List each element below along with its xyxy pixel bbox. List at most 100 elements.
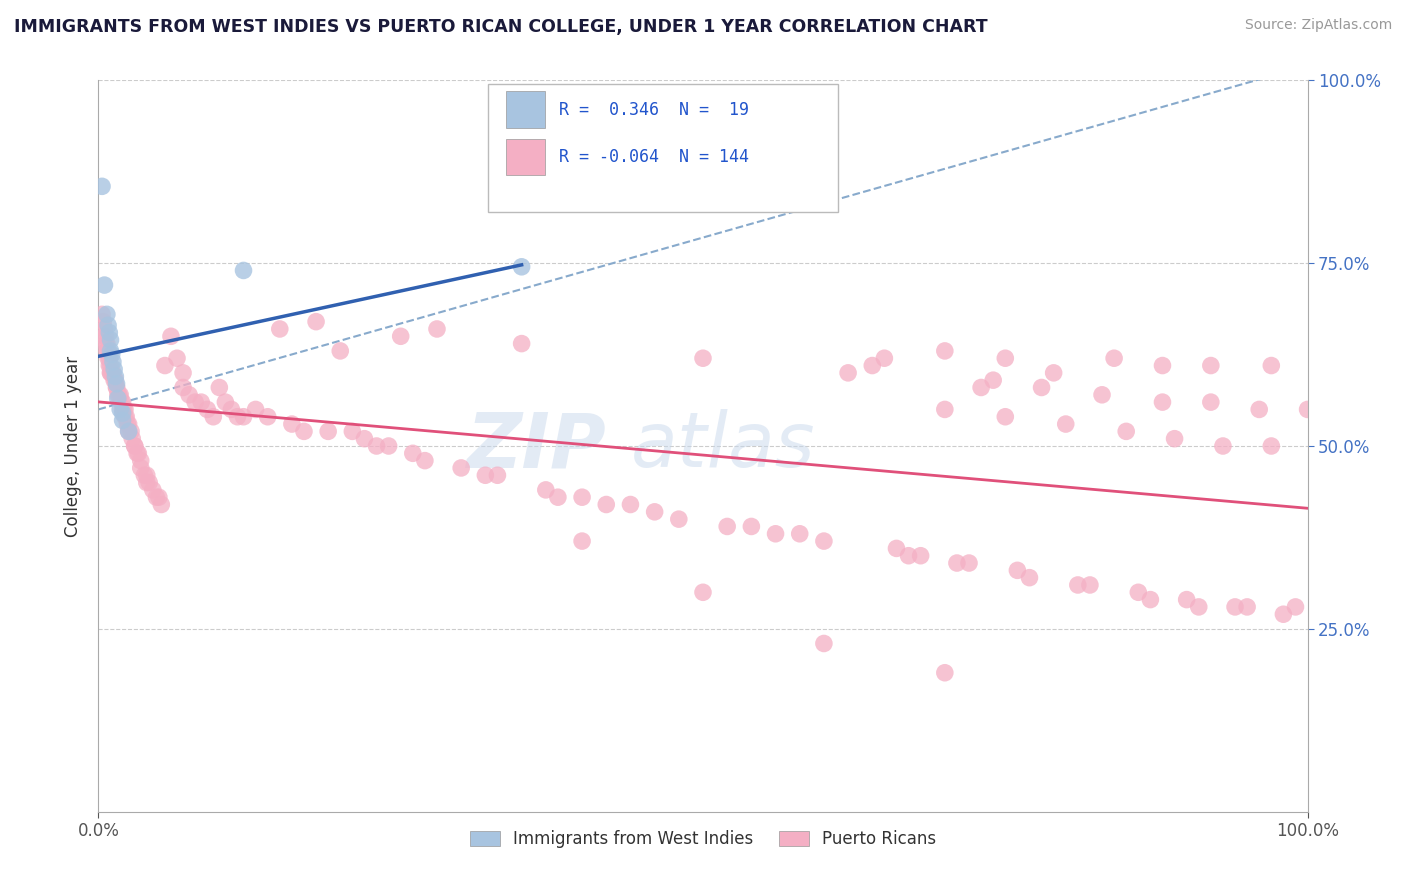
Point (765, 526, 787, 541)
Point (292, 425, 315, 439)
Point (269, 322, 291, 336)
Text: IMMIGRANTS FROM WEST INDIES VS PUERTO RICAN COLLEGE, UNDER 1 YEAR CORRELATION CH: IMMIGRANTS FROM WEST INDIES VS PUERTO RI… (14, 18, 987, 36)
Point (281, 417, 304, 431)
Point (98, 359, 121, 373)
Point (486, 468, 509, 483)
Point (873, 351, 896, 366)
Point (124, 439, 146, 453)
Point (232, 263, 254, 277)
Point (108, 402, 131, 417)
Point (93, 329, 115, 343)
Text: R = -0.064  N = 144: R = -0.064 N = 144 (560, 148, 749, 166)
Point (114, 402, 136, 417)
Point (108, 388, 131, 402)
Point (1223, 599, 1246, 614)
Point (716, 519, 738, 533)
Point (644, 505, 666, 519)
Point (934, 343, 956, 358)
Point (91, 315, 114, 329)
Text: R =  0.346  N =  19: R = 0.346 N = 19 (560, 101, 749, 119)
Point (111, 413, 134, 427)
Point (1188, 599, 1211, 614)
Point (105, 376, 128, 391)
Point (138, 475, 160, 490)
Point (103, 373, 125, 387)
Point (145, 490, 167, 504)
Point (1102, 351, 1125, 366)
Point (1260, 439, 1282, 453)
Point (98, 351, 121, 366)
Point (100, 366, 122, 380)
Point (135, 475, 157, 490)
Point (150, 498, 173, 512)
Point (120, 425, 142, 439)
Point (329, 343, 352, 358)
Point (179, 388, 201, 402)
Point (934, 665, 956, 680)
Point (1091, 388, 1114, 402)
Point (214, 395, 236, 409)
FancyBboxPatch shape (488, 84, 838, 212)
FancyBboxPatch shape (506, 139, 544, 176)
Point (402, 446, 425, 460)
Point (1078, 578, 1101, 592)
Point (1212, 439, 1234, 453)
Point (692, 351, 714, 366)
Point (107, 392, 129, 406)
Point (353, 432, 375, 446)
Point (100, 343, 122, 358)
Point (571, 534, 593, 549)
Point (226, 409, 249, 424)
Point (101, 355, 124, 369)
Point (160, 329, 183, 343)
Point (377, 439, 399, 453)
Point (547, 490, 569, 504)
Point (208, 380, 231, 394)
Point (166, 351, 188, 366)
Point (1054, 417, 1077, 431)
Legend: Immigrants from West Indies, Puerto Ricans: Immigrants from West Indies, Puerto Rica… (464, 823, 942, 855)
Point (105, 380, 128, 394)
Point (221, 402, 243, 417)
Point (93, 322, 115, 336)
Point (1042, 366, 1064, 380)
Point (153, 359, 176, 373)
Point (91, 307, 114, 321)
Point (910, 549, 932, 563)
Point (1284, 599, 1306, 614)
Point (305, 315, 328, 329)
Point (103, 362, 125, 376)
Point (93, 278, 115, 293)
Point (245, 402, 267, 417)
Point (100, 347, 122, 362)
Point (994, 351, 1017, 366)
Point (1199, 359, 1222, 373)
Point (1260, 359, 1282, 373)
Point (1152, 359, 1174, 373)
Point (450, 461, 472, 475)
Point (1067, 578, 1090, 592)
Point (1272, 607, 1295, 622)
Point (1139, 592, 1161, 607)
Point (1007, 563, 1029, 577)
Point (1152, 395, 1174, 409)
Point (534, 483, 557, 497)
Point (129, 453, 152, 467)
Point (96, 307, 118, 321)
Point (389, 329, 412, 343)
Point (994, 409, 1017, 424)
Point (426, 322, 449, 336)
Point (813, 534, 835, 549)
Point (100, 366, 122, 380)
Point (316, 425, 339, 439)
Point (127, 446, 149, 460)
Point (1128, 585, 1150, 599)
Point (1115, 425, 1137, 439)
Point (110, 395, 132, 409)
Point (129, 461, 152, 475)
Point (91, 179, 114, 194)
Point (100, 333, 122, 347)
Point (121, 432, 143, 446)
Point (474, 468, 496, 483)
Point (256, 409, 278, 424)
